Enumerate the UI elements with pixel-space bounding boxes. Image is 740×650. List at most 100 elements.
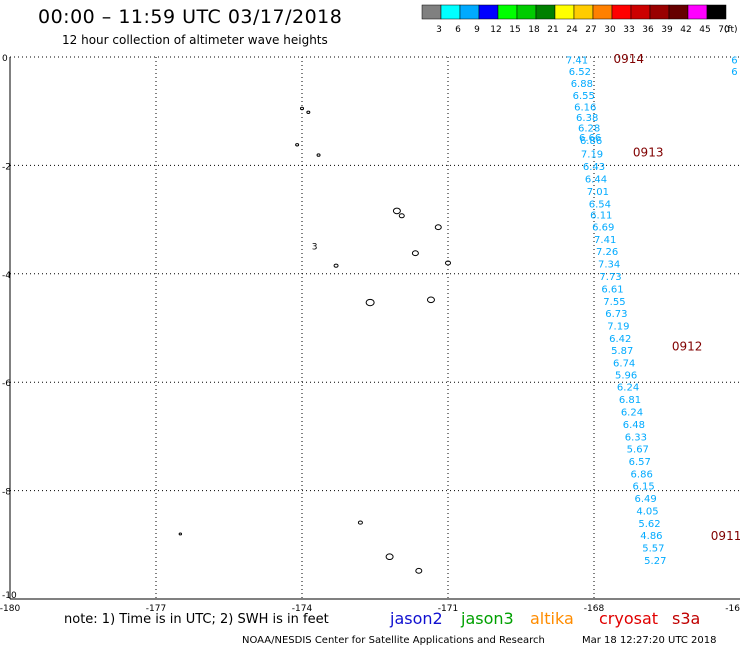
footer-credit: NOAA/NESDIS Center for Satellite Applica… xyxy=(242,635,545,646)
legend-swatch xyxy=(535,4,556,20)
swh-value: 6.28 xyxy=(578,123,600,134)
y-tick-label: -8 xyxy=(2,488,11,498)
island-outline xyxy=(392,207,401,215)
swh-value: 6.55 xyxy=(573,91,595,102)
swh-value: 7.26 xyxy=(596,247,618,258)
time-label: 0914 xyxy=(613,52,644,66)
swh-value: 7.41 xyxy=(594,235,616,246)
swh-value: 6.86 xyxy=(580,136,602,147)
legend-swatch xyxy=(706,4,727,20)
island-outline xyxy=(295,143,300,147)
swh-value: 6.69 xyxy=(592,223,614,234)
swh-value: 5.57 xyxy=(642,544,664,555)
legend-swatch xyxy=(592,4,613,20)
legend-swatch xyxy=(516,4,537,20)
swh-value: 5.27 xyxy=(644,556,666,567)
legend-label: 30 xyxy=(604,25,616,35)
legend-s3a: s3a xyxy=(672,609,701,628)
legend-swatch xyxy=(668,4,689,20)
swh-value: 6.74 xyxy=(613,359,635,370)
island-outline xyxy=(316,153,321,157)
legend-label: 27 xyxy=(585,25,596,35)
swh-value: 6 xyxy=(731,67,737,78)
island-outline xyxy=(445,260,451,266)
swh-value: 6.52 xyxy=(569,67,591,78)
swh-value: 7.73 xyxy=(599,272,621,283)
legend-label: 15 xyxy=(509,25,520,35)
island-outline xyxy=(300,106,304,111)
legend-label: 42 xyxy=(680,25,691,35)
swh-value: 6.86 xyxy=(631,469,653,480)
legend-swatch xyxy=(573,4,594,20)
legend-label: 39 xyxy=(661,25,673,35)
island-outline xyxy=(333,263,339,268)
island-outline xyxy=(357,520,363,525)
legend-label: 9 xyxy=(474,25,480,35)
legend-swatch xyxy=(497,4,518,20)
swh-value: 6.73 xyxy=(605,309,627,320)
legend-swatch xyxy=(611,4,632,20)
x-tick-label: -177 xyxy=(146,604,166,614)
time-labels: 0914 0913 0912 0911 xyxy=(613,52,740,543)
x-tick-label: -16 xyxy=(725,604,740,614)
legend-swatch xyxy=(554,4,575,20)
swh-value: 6.48 xyxy=(623,420,645,431)
island-outline xyxy=(365,298,375,307)
legend-swatch xyxy=(478,4,499,20)
legend-swatch xyxy=(459,4,480,20)
swh-value: 6.43 xyxy=(583,162,605,173)
legend-swatch xyxy=(440,4,461,20)
swh-value: 6.54 xyxy=(589,199,611,210)
legend-jason2: jason2 xyxy=(390,609,443,628)
axes: -180 -177 -174 -171 -168 -16 0 -2 -4 -6 -8 -10 xyxy=(0,54,740,614)
y-tick-label: 0 xyxy=(2,54,8,64)
swh-value: 6.15 xyxy=(633,482,655,493)
swh-value: 6.38 xyxy=(576,113,598,124)
legend-label: 18 xyxy=(528,25,540,35)
swh-value: 6.81 xyxy=(619,395,641,406)
legend-cryosat: cryosat xyxy=(599,609,659,628)
island-outline xyxy=(434,224,442,231)
legend-unit: (ft) xyxy=(724,25,738,35)
y-tick-label: -2 xyxy=(2,162,11,172)
swh-value: 6 xyxy=(731,56,737,67)
swh-value: 6.24 xyxy=(617,383,639,394)
island-outline xyxy=(426,296,435,304)
swh-value: 7.41 xyxy=(566,56,588,67)
swh-value: 4.05 xyxy=(636,507,658,518)
legend-label: 21 xyxy=(547,25,558,35)
swh-value: 6.16 xyxy=(574,102,596,113)
legend-label: 24 xyxy=(566,25,578,35)
y-tick-label: -6 xyxy=(2,379,11,389)
swh-value: 6.33 xyxy=(625,432,647,443)
footer-timestamp: Mar 18 12:27:20 UTC 2018 xyxy=(582,635,717,646)
legend-label: 36 xyxy=(642,25,654,35)
legend-swatch xyxy=(630,4,651,20)
legend-altika: altika xyxy=(530,609,574,628)
swh-value: 4.86 xyxy=(640,531,662,542)
island-outline xyxy=(415,567,423,574)
color-legend: 3 6 9 12 15 18 21 24 27 30 33 36 39 42 45 70(ft) xyxy=(421,4,738,35)
swh-value: 5.62 xyxy=(638,519,660,530)
swh-value: 6.11 xyxy=(590,211,612,222)
satellite-track: 7.416.526.886.556.166.386.286.666.867.19… xyxy=(566,56,738,567)
legend-swatch xyxy=(649,4,670,20)
swh-value: 7.19 xyxy=(581,149,603,160)
x-tick-label: -174 xyxy=(292,604,313,614)
swh-value: 5.67 xyxy=(627,444,649,455)
legend-label: 3 xyxy=(436,25,442,35)
islands: 3 xyxy=(178,106,451,574)
y-tick-label: -4 xyxy=(2,271,11,281)
island-outline xyxy=(178,532,183,536)
swh-value: 6.24 xyxy=(621,407,643,418)
y-tick-label: -10 xyxy=(2,591,17,601)
page-subtitle: 12 hour collection of altimeter wave hei… xyxy=(62,33,328,47)
page-title: 00:00 – 11:59 UTC 03/17/2018 xyxy=(38,6,343,28)
time-label: 0911 xyxy=(711,529,740,543)
footer-note: note: 1) Time is in UTC; 2) SWH is in fe… xyxy=(64,612,329,627)
swh-value: 7.55 xyxy=(603,297,625,308)
island-outline xyxy=(411,250,419,257)
legend-swatch xyxy=(687,4,708,20)
legend-label: 6 xyxy=(455,25,461,35)
